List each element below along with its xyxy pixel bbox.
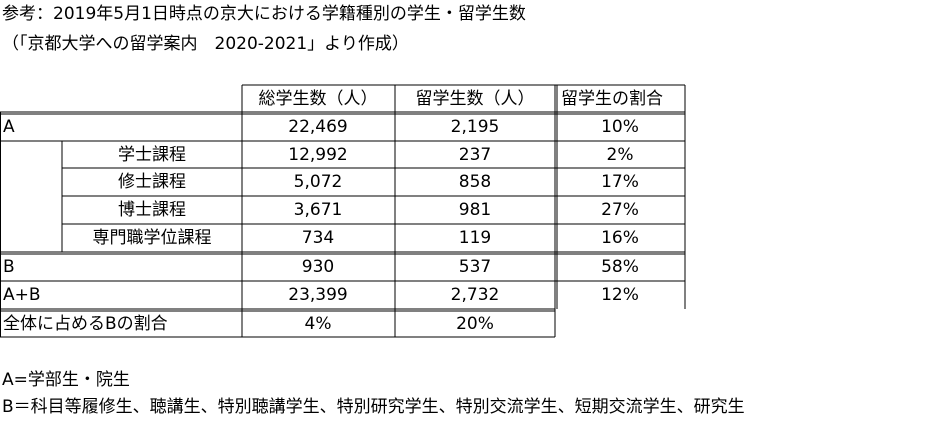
cell: 10% xyxy=(601,117,639,137)
cell: 16% xyxy=(601,228,639,248)
note: B＝科目等履修生、聴講生、特別聴講学生、特別研究学生、特別交流学生、短期交流学生… xyxy=(2,397,745,417)
cell: 3,671 xyxy=(294,200,343,220)
row-label: 全体に占めるBの割合 xyxy=(3,314,168,334)
row-sublabel: 学士課程 xyxy=(118,145,186,165)
cell: 537 xyxy=(459,257,491,277)
row-sublabel: 博士課程 xyxy=(118,200,186,220)
row-sublabel: 専門職学位課程 xyxy=(93,228,212,248)
row-sublabel: 修士課程 xyxy=(118,172,186,192)
cell: 5,072 xyxy=(294,172,343,192)
note: A=学部生・院生 xyxy=(2,370,130,390)
cell: 930 xyxy=(302,257,334,277)
cell: 2,195 xyxy=(451,117,500,137)
cell: 12,992 xyxy=(288,145,347,165)
table-lines xyxy=(0,84,686,338)
cell: 119 xyxy=(459,228,491,248)
column-header: 留学生数（人） xyxy=(416,89,535,109)
cell: 237 xyxy=(459,145,491,165)
cell: 27% xyxy=(601,200,639,220)
cell: 20% xyxy=(456,314,494,334)
cell: 22,469 xyxy=(288,117,347,137)
source: （「京都大学への留学案内 2020-2021」より作成） xyxy=(2,34,409,54)
row-label: A+B xyxy=(3,285,41,305)
row-label: A xyxy=(3,117,15,137)
row-label: B xyxy=(3,257,15,277)
cell: 58% xyxy=(601,257,639,277)
cell: 4% xyxy=(305,314,332,334)
cell: 2,732 xyxy=(451,285,500,305)
column-header: 留学生の割合 xyxy=(561,89,663,109)
title: 参考：2019年5月1日時点の京大における学籍種別の学生・留学生数 xyxy=(2,4,526,24)
cell: 734 xyxy=(302,228,334,248)
column-header: 総学生数（人） xyxy=(259,89,378,109)
cell: 981 xyxy=(459,200,491,220)
cell: 23,399 xyxy=(288,285,347,305)
cell: 17% xyxy=(601,172,639,192)
cell: 858 xyxy=(459,172,491,192)
cell: 12% xyxy=(601,285,639,305)
cell: 2% xyxy=(607,145,634,165)
